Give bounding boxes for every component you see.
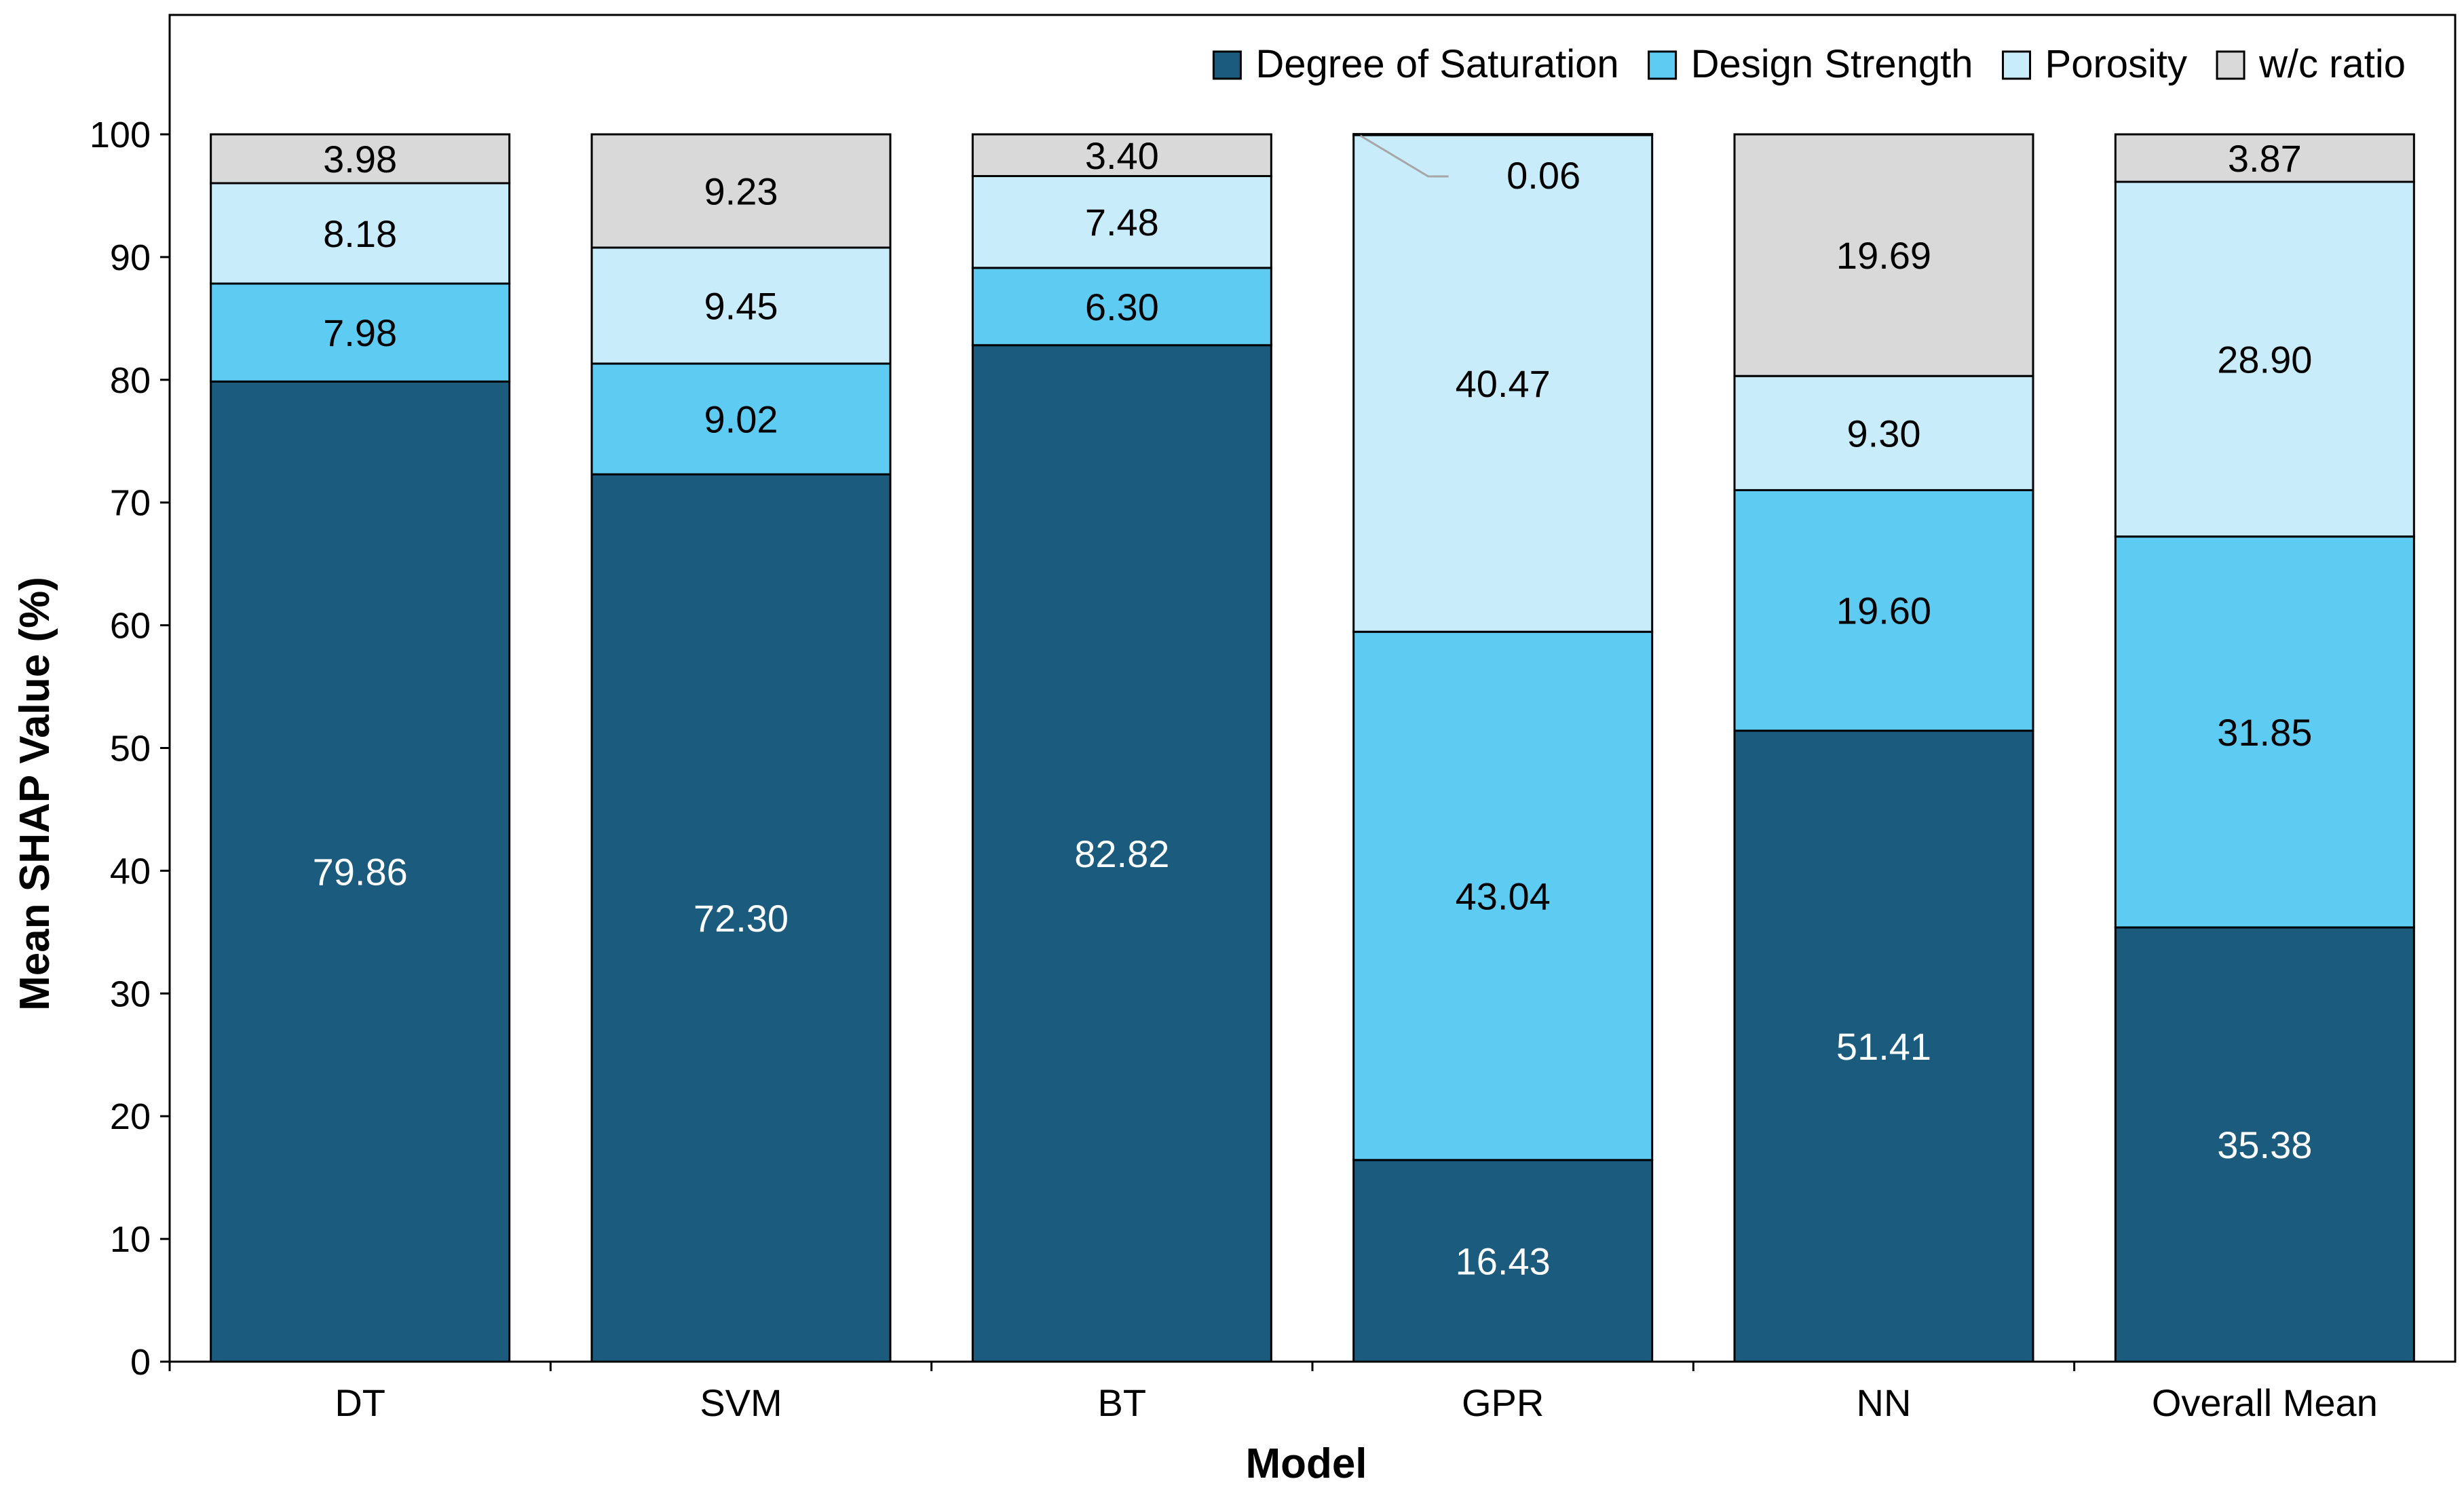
bar-bt-design-strength — [971, 267, 1272, 347]
y-tick-label: 90 — [110, 237, 151, 278]
y-tick-label: 30 — [110, 974, 151, 1014]
x-axis-title: Model — [1245, 1440, 1367, 1487]
y-tick-label: 40 — [110, 851, 151, 891]
bar-svm-design-strength — [590, 362, 892, 476]
bar-nn-degree-of-saturation — [1733, 729, 2034, 1363]
data-label-svm-design-strength: 9.02 — [704, 398, 778, 441]
y-tick-label: 60 — [110, 606, 151, 647]
bar-gpr-degree-of-saturation — [1352, 1159, 1654, 1363]
data-label-gpr-degree-of-saturation: 16.43 — [1456, 1240, 1551, 1282]
data-label-bt-degree-of-saturation: 82.82 — [1074, 832, 1169, 875]
data-label-svm-w-c-ratio: 9.23 — [704, 170, 778, 212]
bar-svm-w-c-ratio — [590, 133, 892, 249]
bar-overall-mean-design-strength — [2114, 535, 2415, 929]
axes: 0 10 20 30 40 50 60 70 80 90 100 DT SVM BT GPR NN Overal… — [90, 15, 2455, 1424]
bar-bt-degree-of-saturation — [971, 344, 1272, 1363]
data-label-nn-w-c-ratio: 19.69 — [1836, 234, 1931, 277]
x-tick-label: Overall Mean — [2152, 1381, 2378, 1424]
y-tick-label: 10 — [110, 1219, 151, 1260]
y-tick-label: 100 — [90, 115, 151, 155]
bar-bt-porosity — [971, 175, 1272, 269]
data-label-dt-degree-of-saturation: 79.86 — [313, 851, 408, 894]
bar-svm-degree-of-saturation — [590, 473, 892, 1363]
bar-nn-porosity — [1733, 375, 2034, 491]
legend-label-design-strength: Design Strength — [1691, 42, 1973, 86]
y-tick-label: 0 — [130, 1342, 151, 1383]
bar-gpr-w-c-ratio — [1352, 133, 1654, 136]
data-label-bt-design-strength: 6.30 — [1085, 286, 1159, 328]
data-label-svm-degree-of-saturation: 72.30 — [694, 897, 789, 940]
bar-overall-mean-w-c-ratio — [2114, 133, 2415, 183]
bar-dt-design-strength — [210, 282, 511, 383]
bar-bt-w-c-ratio — [971, 133, 1272, 178]
data-label-nn-design-strength: 19.60 — [1836, 590, 1931, 632]
data-label-gpr-design-strength: 43.04 — [1456, 875, 1551, 917]
legend-label-w-c-ratio: w/c ratio — [2258, 42, 2406, 86]
x-tick-label: BT — [1098, 1381, 1147, 1424]
data-label-dt-design-strength: 7.98 — [323, 311, 397, 354]
legend-swatch-porosity — [2002, 50, 2032, 80]
bar-dt-w-c-ratio — [210, 133, 511, 185]
data-label-nn-degree-of-saturation: 51.41 — [1836, 1025, 1931, 1068]
bar-svm-porosity — [590, 246, 892, 365]
x-tick-label: GPR — [1462, 1381, 1544, 1424]
bar-nn-w-c-ratio — [1733, 133, 2034, 377]
data-label-bt-w-c-ratio: 3.40 — [1085, 134, 1159, 177]
x-tick-label: DT — [335, 1381, 385, 1424]
data-label-dt-w-c-ratio: 3.98 — [323, 138, 397, 180]
data-label-gpr-w-c-ratio: 0.06 — [1506, 154, 1580, 197]
data-label-overall-mean-porosity: 28.90 — [2217, 338, 2312, 381]
callout-leader-line — [1359, 134, 1449, 178]
data-label-gpr-porosity: 40.47 — [1456, 362, 1551, 405]
legend-swatch-degree-of-saturation — [1212, 50, 1242, 80]
bar-gpr-porosity — [1352, 134, 1654, 633]
data-label-nn-porosity: 9.30 — [1847, 412, 1921, 455]
y-tick-label: 80 — [110, 360, 151, 401]
legend-label-porosity: Porosity — [2045, 42, 2188, 86]
y-tick-label: 50 — [110, 729, 151, 769]
bar-overall-mean-porosity — [2114, 180, 2415, 538]
legend: Degree of Saturation Design Strength Poros… — [1212, 42, 2406, 86]
bars — [210, 133, 2415, 1363]
x-tick-label: NN — [1857, 1381, 1912, 1424]
data-label-svm-porosity: 9.45 — [704, 284, 778, 327]
y-tick-label: 20 — [110, 1096, 151, 1137]
data-label-overall-mean-design-strength: 31.85 — [2217, 711, 2312, 754]
legend-label-degree-of-saturation: Degree of Saturation — [1255, 42, 1618, 86]
data-label-dt-porosity: 8.18 — [323, 212, 397, 255]
legend-swatch-design-strength — [1648, 50, 1678, 80]
data-label-bt-porosity: 7.48 — [1085, 201, 1159, 244]
bar-dt-porosity — [210, 182, 511, 285]
bar-gpr-design-strength — [1352, 630, 1654, 1162]
data-label-overall-mean-w-c-ratio: 3.87 — [2228, 137, 2302, 180]
bar-dt-degree-of-saturation — [210, 380, 511, 1363]
data-labels: 79.86 7.98 8.18 3.98 72.30 9.02 9.45 9.23 82.82 6… — [313, 134, 2313, 1283]
legend-swatch-w-c-ratio — [2216, 50, 2245, 80]
bar-nn-design-strength — [1733, 488, 2034, 732]
bar-overall-mean-degree-of-saturation — [2114, 926, 2415, 1363]
plot-frame — [168, 14, 2457, 1363]
x-tick-label: SVM — [700, 1381, 782, 1424]
data-label-overall-mean-degree-of-saturation: 35.38 — [2217, 1124, 2312, 1166]
y-axis-title: Mean SHAP Value (%) — [12, 577, 58, 1011]
y-tick-label: 70 — [110, 483, 151, 524]
